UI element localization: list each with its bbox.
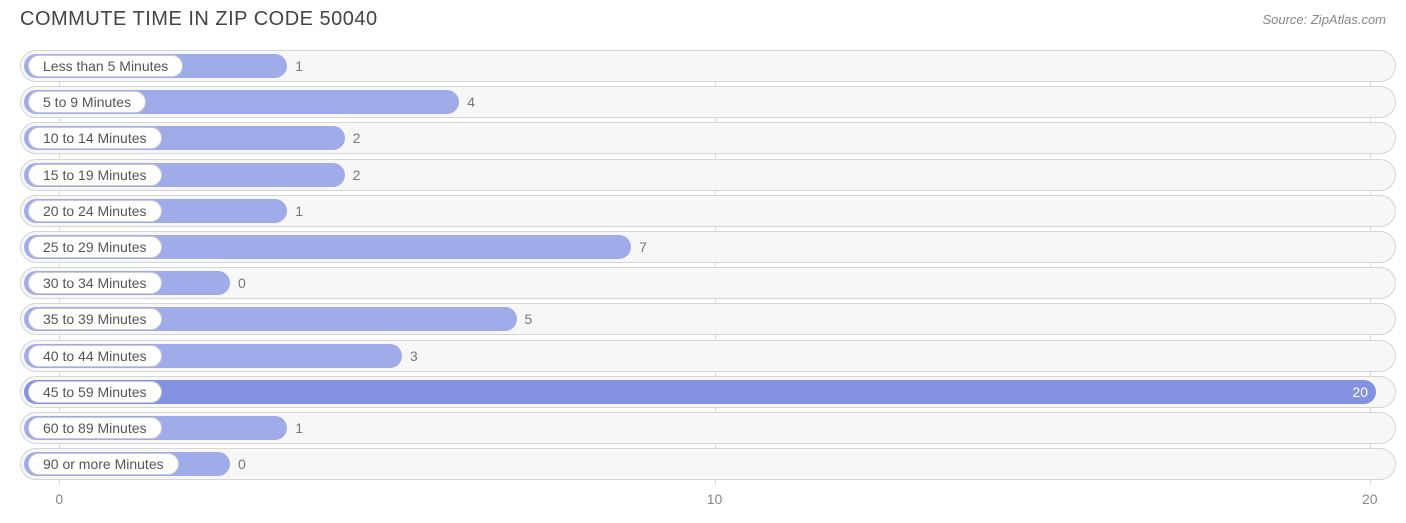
- bar-value-label: 7: [631, 239, 647, 255]
- category-pill: 30 to 34 Minutes: [28, 272, 162, 294]
- chart-header: COMMUTE TIME IN ZIP CODE 50040 Source: Z…: [0, 0, 1406, 31]
- bar-value-label: 0: [230, 456, 246, 472]
- category-pill: 45 to 59 Minutes: [28, 381, 162, 403]
- chart-source: Source: ZipAtlas.com: [1262, 8, 1386, 27]
- category-pill: 5 to 9 Minutes: [28, 91, 146, 113]
- bar-fill: 20: [24, 380, 1376, 404]
- bar-row: 2 10 to 14 Minutes: [20, 122, 1396, 154]
- bar-value-label: 20: [1352, 384, 1368, 400]
- x-axis-tick-label: 0: [55, 491, 63, 507]
- bar-row: 5 35 to 39 Minutes: [20, 303, 1396, 335]
- bar-value-label: 5: [517, 311, 533, 327]
- x-axis: 0 10 20: [20, 491, 1396, 511]
- bar-row: 20 45 to 59 Minutes: [20, 376, 1396, 408]
- bar-row: 2 15 to 19 Minutes: [20, 159, 1396, 191]
- bar-row: 4 5 to 9 Minutes: [20, 86, 1396, 118]
- bar-row: 0 30 to 34 Minutes: [20, 267, 1396, 299]
- bar-value-label: 1: [287, 58, 303, 74]
- category-pill: 40 to 44 Minutes: [28, 345, 162, 367]
- category-pill: Less than 5 Minutes: [28, 55, 183, 77]
- chart-title: COMMUTE TIME IN ZIP CODE 50040: [20, 8, 378, 31]
- bar-row: 7 25 to 29 Minutes: [20, 231, 1396, 263]
- bar-row: 0 90 or more Minutes: [20, 448, 1396, 480]
- category-pill: 20 to 24 Minutes: [28, 200, 162, 222]
- bar-value-label: 1: [287, 203, 303, 219]
- bar-value-label: 1: [287, 420, 303, 436]
- category-pill: 60 to 89 Minutes: [28, 417, 162, 439]
- x-axis-tick-label: 20: [1362, 491, 1378, 507]
- category-pill: 25 to 29 Minutes: [28, 236, 162, 258]
- bar-value-label: 0: [230, 275, 246, 291]
- bar-row: 3 40 to 44 Minutes: [20, 340, 1396, 372]
- bar-value-label: 2: [345, 167, 361, 183]
- bar-row: 1 20 to 24 Minutes: [20, 195, 1396, 227]
- category-pill: 90 or more Minutes: [28, 453, 179, 475]
- bar-row: 1 60 to 89 Minutes: [20, 412, 1396, 444]
- bar-value-label: 3: [402, 348, 418, 364]
- bar-value-label: 2: [345, 130, 361, 146]
- chart-plot-area: 1 Less than 5 Minutes 4 5 to 9 Minutes 2 10 t…: [20, 50, 1396, 485]
- category-pill: 15 to 19 Minutes: [28, 164, 162, 186]
- category-pill: 10 to 14 Minutes: [28, 127, 162, 149]
- x-axis-tick-label: 10: [707, 491, 723, 507]
- bar-row: 1 Less than 5 Minutes: [20, 50, 1396, 82]
- bar-value-label: 4: [459, 94, 475, 110]
- category-pill: 35 to 39 Minutes: [28, 308, 162, 330]
